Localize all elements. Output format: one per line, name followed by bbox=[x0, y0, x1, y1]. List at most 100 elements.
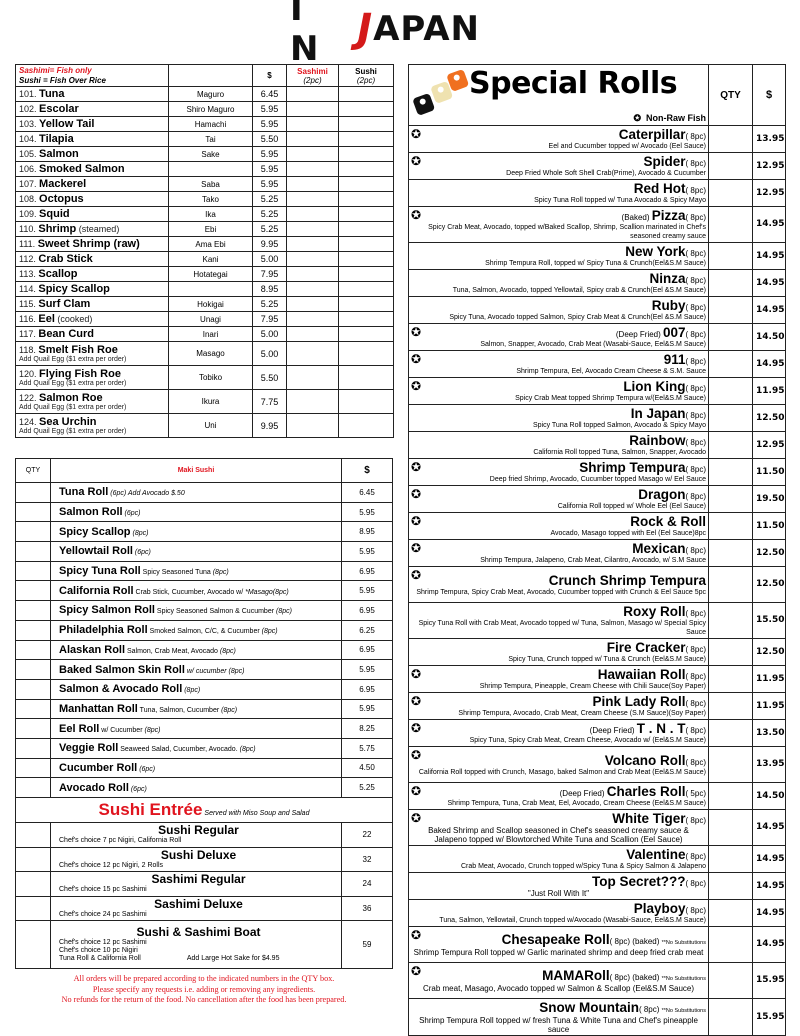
sushi-qty-box[interactable] bbox=[338, 176, 394, 192]
sushi-qty-box[interactable] bbox=[338, 161, 394, 177]
qty-box[interactable] bbox=[15, 541, 51, 562]
nigiri-row: 101. Tuna Maguro 6.45 bbox=[15, 86, 394, 102]
qty-box[interactable] bbox=[708, 377, 753, 405]
sushi-qty-box[interactable] bbox=[338, 86, 394, 102]
qty-box[interactable] bbox=[15, 560, 51, 582]
qty-box[interactable] bbox=[15, 521, 51, 543]
qty-box[interactable] bbox=[708, 485, 753, 513]
sushi-qty-box[interactable] bbox=[338, 365, 394, 390]
qty-box[interactable] bbox=[15, 871, 51, 897]
qty-box[interactable] bbox=[708, 512, 753, 540]
maki-price: 8.25 bbox=[341, 718, 393, 739]
sushi-qty-box[interactable] bbox=[338, 413, 394, 438]
maki-name-cell: California Roll Crab Stick, Cucumber, Av… bbox=[50, 580, 342, 602]
qty-box[interactable] bbox=[708, 665, 753, 693]
sushi-qty-box[interactable] bbox=[338, 146, 394, 162]
qty-box[interactable] bbox=[708, 926, 753, 963]
qty-box[interactable] bbox=[15, 846, 51, 872]
sashimi-qty-box[interactable] bbox=[286, 176, 339, 192]
sushi-qty-box[interactable] bbox=[338, 236, 394, 252]
qty-box[interactable] bbox=[15, 920, 51, 969]
qty-box[interactable] bbox=[708, 458, 753, 486]
sushi-qty-box[interactable] bbox=[338, 251, 394, 267]
sushi-qty-box[interactable] bbox=[338, 311, 394, 327]
qty-box[interactable] bbox=[708, 998, 753, 1036]
sashimi-qty-box[interactable] bbox=[286, 86, 339, 102]
sashimi-qty-box[interactable] bbox=[286, 131, 339, 147]
qty-box[interactable] bbox=[15, 580, 51, 602]
sushi-qty-box[interactable] bbox=[338, 266, 394, 282]
qty-box[interactable] bbox=[708, 809, 753, 846]
qty-box[interactable] bbox=[708, 692, 753, 720]
qty-box[interactable] bbox=[708, 962, 753, 999]
qty-box[interactable] bbox=[708, 152, 753, 180]
sashimi-qty-box[interactable] bbox=[286, 191, 339, 207]
qty-box[interactable] bbox=[708, 431, 753, 459]
sashimi-qty-box[interactable] bbox=[286, 116, 339, 132]
sashimi-qty-box[interactable] bbox=[286, 236, 339, 252]
sashimi-qty-box[interactable] bbox=[286, 206, 339, 222]
qty-box[interactable] bbox=[708, 269, 753, 297]
sashimi-qty-box[interactable] bbox=[286, 389, 339, 414]
sushi-qty-box[interactable] bbox=[338, 191, 394, 207]
qty-box[interactable] bbox=[15, 600, 51, 621]
sashimi-qty-box[interactable] bbox=[286, 251, 339, 267]
sushi-qty-box[interactable] bbox=[338, 341, 394, 366]
qty-box[interactable] bbox=[15, 698, 51, 720]
sushi-qty-box[interactable] bbox=[338, 116, 394, 132]
sushi-qty-box[interactable] bbox=[338, 281, 394, 297]
sashimi-qty-box[interactable] bbox=[286, 413, 339, 438]
sushi-qty-box[interactable] bbox=[338, 296, 394, 312]
qty-box[interactable] bbox=[15, 659, 51, 680]
qty-box[interactable] bbox=[15, 718, 51, 739]
qty-box[interactable] bbox=[708, 206, 753, 243]
qty-box[interactable] bbox=[708, 242, 753, 270]
sashimi-qty-box[interactable] bbox=[286, 341, 339, 366]
qty-box[interactable] bbox=[15, 482, 51, 503]
qty-box[interactable] bbox=[15, 501, 51, 523]
sashimi-qty-box[interactable] bbox=[286, 266, 339, 282]
sushi-qty-box[interactable] bbox=[338, 389, 394, 414]
sashimi-qty-box[interactable] bbox=[286, 311, 339, 327]
qty-box[interactable] bbox=[708, 539, 753, 567]
sashimi-qty-box[interactable] bbox=[286, 221, 339, 237]
qty-box[interactable] bbox=[708, 899, 753, 927]
sushi-qty-box[interactable] bbox=[338, 101, 394, 117]
qty-box[interactable] bbox=[708, 404, 753, 432]
qty-box[interactable] bbox=[708, 566, 753, 603]
qty-box[interactable] bbox=[708, 296, 753, 324]
qty-box[interactable] bbox=[15, 678, 51, 700]
qty-box[interactable] bbox=[708, 350, 753, 378]
qty-box[interactable] bbox=[708, 323, 753, 351]
sushi-qty-box[interactable] bbox=[338, 221, 394, 237]
sushi-qty-box[interactable] bbox=[338, 131, 394, 147]
sushi-qty-box[interactable] bbox=[338, 326, 394, 342]
qty-box[interactable] bbox=[708, 179, 753, 207]
sashimi-qty-box[interactable] bbox=[286, 296, 339, 312]
qty-box[interactable] bbox=[708, 872, 753, 900]
roll-name: In Japan bbox=[630, 406, 686, 421]
qty-box[interactable] bbox=[15, 822, 51, 848]
qty-box[interactable] bbox=[708, 845, 753, 873]
qty-box[interactable] bbox=[708, 782, 753, 810]
qty-box[interactable] bbox=[708, 602, 753, 639]
qty-box[interactable] bbox=[15, 777, 51, 798]
qty-box[interactable] bbox=[708, 719, 753, 747]
sushi-qty-box[interactable] bbox=[338, 206, 394, 222]
qty-box[interactable] bbox=[708, 125, 753, 153]
qty-box[interactable] bbox=[15, 757, 51, 779]
item-name-cell: 118. Smelt Fish Roe Add Quail Egg ($1 ex… bbox=[15, 341, 169, 366]
qty-box[interactable] bbox=[15, 737, 51, 759]
sashimi-qty-box[interactable] bbox=[286, 161, 339, 177]
sashimi-qty-box[interactable] bbox=[286, 146, 339, 162]
qty-box[interactable] bbox=[15, 895, 51, 921]
sashimi-qty-box[interactable] bbox=[286, 281, 339, 297]
roll-name: Charles Roll bbox=[606, 784, 686, 799]
sashimi-qty-box[interactable] bbox=[286, 101, 339, 117]
qty-box[interactable] bbox=[15, 619, 51, 641]
qty-box[interactable] bbox=[15, 639, 51, 661]
qty-box[interactable] bbox=[708, 638, 753, 666]
qty-box[interactable] bbox=[708, 746, 753, 783]
sashimi-qty-box[interactable] bbox=[286, 326, 339, 342]
sashimi-qty-box[interactable] bbox=[286, 365, 339, 390]
